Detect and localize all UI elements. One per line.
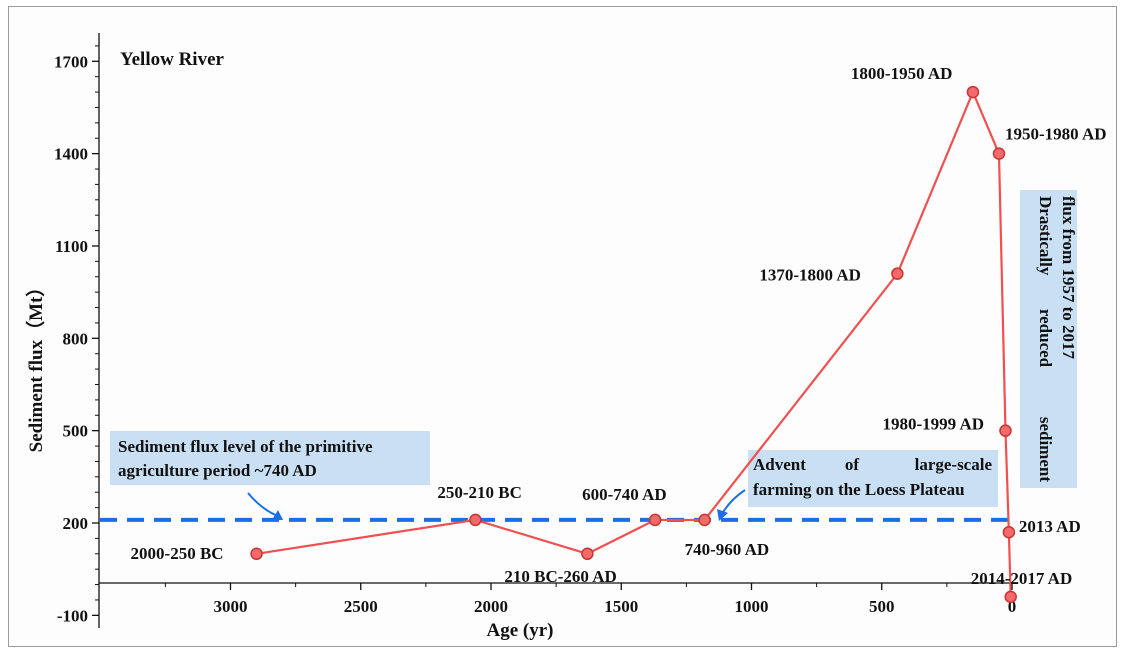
data-point [250, 547, 263, 561]
x-axis-title: Age (yr) [487, 620, 554, 641]
data-point [1004, 590, 1017, 604]
data-point [891, 267, 904, 280]
reduced-annotation-box [1020, 190, 1077, 488]
y-tick-label: 1700 [54, 52, 88, 71]
point-label: 1950-1980 AD [1005, 125, 1107, 144]
x-tick-label: 1000 [735, 597, 769, 616]
x-tick-label: 1500 [604, 597, 638, 616]
reduced-annotation-word-3: sediment [1036, 417, 1055, 483]
x-tick-label: 0 [1008, 597, 1017, 616]
reduced-annotation-word-1: Drastically [1036, 196, 1055, 276]
data-point [992, 147, 1006, 160]
reduced-annotation-line2: flux from 1957 to 2017 [1059, 196, 1078, 360]
y-tick-label: 500 [63, 422, 89, 441]
data-point [698, 513, 711, 527]
farming-arrow-head [717, 509, 728, 521]
y-ticks: -100 200 500 800 1100 1400 1700 [54, 45, 99, 625]
farming-annotation-word-2: of [845, 455, 860, 474]
y-tick-label: 1100 [55, 237, 88, 256]
y-axis-title: Sediment flux（Mt） [24, 278, 47, 453]
point-label: 210 BC-260 AD [504, 567, 616, 586]
data-point [581, 547, 594, 561]
farming-annotation-word-3: large-scale [915, 455, 993, 474]
point-label: 2000-250 BC [131, 544, 224, 563]
x-tick-label: 2500 [344, 597, 378, 616]
point-labels: 2000-250 BC 250-210 BC 210 BC-260 AD 600-74… [131, 64, 1107, 588]
farming-annotation-word-1: Advent [753, 455, 806, 474]
y-tick-label: -100 [57, 606, 88, 625]
point-label: 1370-1800 AD [759, 266, 861, 285]
point-label: 740-960 AD [685, 540, 770, 559]
primitive-annotation-box [110, 431, 430, 485]
data-point [966, 85, 980, 99]
x-tick-label: 2000 [474, 597, 508, 616]
y-tick-label: 1400 [54, 145, 88, 164]
farming-annotation-line2: farming on the Loess Plateau [753, 480, 965, 499]
chart-title: Yellow River [120, 49, 225, 70]
primitive-annotation-line2: agriculture period ~740 AD [118, 461, 317, 480]
y-tick-label: 800 [63, 329, 89, 348]
point-label: 250-210 BC [437, 483, 522, 502]
y-tick-label: 200 [63, 514, 89, 533]
primitive-arrow-head [272, 510, 283, 520]
primitive-annotation-arrow [247, 492, 281, 518]
point-label: 2014-2017 AD [971, 569, 1073, 588]
x-tick-label: 500 [869, 597, 895, 616]
x-ticks: 3000 2500 2000 1500 1000 500 0 [164, 583, 1017, 616]
x-tick-label: 3000 [214, 597, 248, 616]
data-point [999, 424, 1012, 437]
point-label: 1980-1999 AD [882, 415, 984, 434]
farming-annotation-box [748, 450, 998, 507]
chart-frame [8, 6, 1117, 647]
data-point [648, 513, 662, 527]
reduced-annotation-word-2: reduced [1036, 309, 1055, 368]
point-label: 2013 AD [1019, 517, 1081, 536]
data-point [1002, 525, 1016, 539]
data-points [250, 85, 1017, 604]
data-point [469, 513, 482, 527]
point-label: 600-740 AD [582, 485, 667, 504]
point-label: 1800-1950 AD [851, 64, 953, 83]
primitive-annotation-line1: Sediment flux level of the primitive [118, 437, 373, 456]
